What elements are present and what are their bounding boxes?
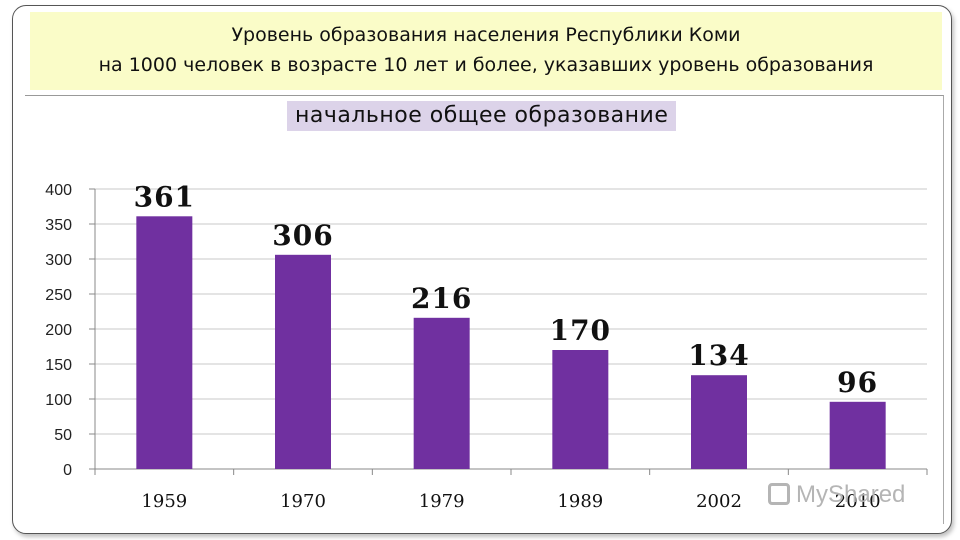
- bar: [829, 401, 886, 469]
- y-tick-label: 350: [45, 217, 72, 234]
- y-tick-label: 150: [45, 357, 72, 374]
- data-label: 306: [272, 219, 333, 252]
- x-tick-label: 2002: [696, 491, 742, 512]
- watermark: MyShared: [768, 478, 928, 512]
- y-tick-label: 100: [45, 392, 72, 409]
- title-line-1: Уровень образования населения Республики…: [231, 24, 741, 46]
- watermark-text: MyShared: [796, 481, 906, 508]
- x-tick-label: 1970: [280, 491, 326, 512]
- x-tick-label: 1979: [419, 491, 465, 512]
- title-block: Уровень образования населения Республики…: [30, 12, 942, 90]
- bar: [552, 350, 609, 469]
- bar: [275, 254, 331, 469]
- x-tick-label: 2010: [835, 491, 881, 512]
- y-tick-label: 200: [45, 322, 72, 339]
- x-tick-label: 1959: [141, 491, 187, 512]
- y-tick-label: 400: [45, 182, 72, 199]
- presentation-icon: [768, 482, 790, 505]
- x-tick-label: 1989: [557, 491, 603, 512]
- y-tick-label: 0: [63, 462, 72, 479]
- title-line-2: на 1000 человек в возрасте 10 лет и боле…: [98, 54, 874, 76]
- bar: [413, 317, 470, 469]
- data-label: 216: [411, 282, 472, 315]
- bar: [136, 216, 193, 469]
- data-label: 170: [550, 314, 611, 347]
- chart-title: начальное общее образование: [287, 101, 677, 131]
- y-tick-label: 300: [45, 252, 72, 269]
- data-label: 361: [134, 180, 195, 213]
- data-label: 96: [837, 366, 878, 399]
- y-tick-label: 50: [54, 427, 72, 444]
- chart-panel: [25, 95, 944, 524]
- bar: [691, 375, 747, 469]
- data-label: 134: [688, 339, 749, 372]
- y-tick-label: 250: [45, 287, 72, 304]
